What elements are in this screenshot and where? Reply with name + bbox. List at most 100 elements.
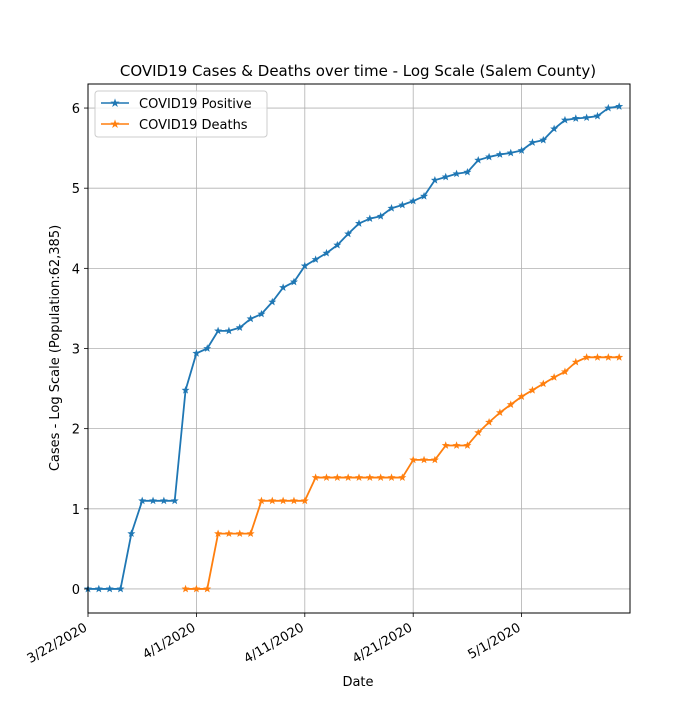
data-point-marker: [127, 529, 136, 538]
data-point-marker: [593, 353, 602, 361]
data-point-marker: [289, 496, 298, 505]
data-point-marker: [279, 283, 288, 291]
data-point-marker: [485, 152, 494, 161]
y-axis-label: Cases - Log Scale (Population:62,385): [48, 225, 63, 471]
data-point-marker: [138, 496, 147, 505]
data-point-marker: [528, 138, 537, 146]
legend-positive-marker: ★: [110, 96, 121, 110]
data-point-marker: [495, 150, 504, 158]
data-point-marker: [268, 496, 277, 505]
data-point-marker: [149, 496, 158, 505]
series-layer: [84, 102, 624, 593]
data-point-marker: [528, 385, 537, 394]
data-point-marker: [333, 240, 342, 249]
data-point-marker: [441, 441, 450, 449]
legend-positive-label: COVID19 Positive: [139, 97, 252, 112]
data-point-marker: [387, 204, 396, 212]
data-point-marker: [420, 455, 429, 464]
data-point-marker: [311, 255, 320, 263]
data-point-marker: [506, 400, 515, 408]
data-point-marker: [539, 135, 548, 144]
data-point-marker: [474, 428, 483, 437]
data-point-marker: [376, 473, 385, 481]
data-point-marker: [246, 529, 255, 538]
data-point-marker: [203, 584, 212, 593]
data-point-marker: [246, 314, 255, 323]
data-point-marker: [365, 473, 374, 481]
data-point-marker: [311, 473, 320, 481]
data-point-marker: [560, 115, 569, 124]
data-point-marker: [571, 357, 580, 366]
y-tick-label: 5: [72, 182, 80, 197]
data-point-marker: [235, 323, 244, 332]
data-point-marker: [517, 146, 526, 154]
data-point-marker: [452, 169, 461, 178]
data-point-marker: [463, 167, 472, 176]
data-point-marker: [571, 114, 580, 122]
data-point-marker: [550, 373, 559, 381]
data-point-marker: [430, 175, 439, 184]
legend-box: [94, 90, 268, 138]
data-point-marker: [214, 326, 223, 335]
data-point-marker: [344, 473, 353, 481]
data-point-marker: [420, 192, 429, 200]
data-point-marker: [409, 196, 418, 205]
data-point-marker: [495, 408, 504, 417]
y-axis-ticks: 0 1 2 3 4 5 6: [72, 102, 88, 598]
data-point-marker: [116, 584, 125, 593]
x-axis-label: Date: [342, 675, 373, 690]
legend: ★ COVID19 Positive ★ COVID19 Deaths: [94, 90, 268, 138]
data-point-marker: [203, 344, 212, 352]
y-tick-label: 2: [72, 423, 80, 438]
y-tick-label: 1: [72, 503, 80, 518]
data-point-marker: [279, 496, 288, 505]
data-point-marker: [398, 200, 407, 209]
y-tick-label: 6: [72, 102, 80, 117]
data-point-marker: [300, 496, 309, 505]
legend-deaths-marker: ★: [110, 117, 121, 131]
data-point-marker: [235, 529, 244, 538]
data-point-marker: [441, 172, 450, 181]
data-point-marker: [322, 248, 331, 257]
data-point-marker: [560, 367, 569, 376]
data-point-marker: [604, 103, 613, 112]
data-point-marker: [105, 584, 114, 593]
data-point-marker: [181, 584, 190, 593]
y-tick-label: 4: [72, 262, 80, 277]
data-point-marker: [387, 473, 396, 481]
data-point-marker: [517, 392, 526, 400]
data-point-marker: [376, 212, 385, 220]
data-point-marker: [224, 326, 233, 335]
data-point-marker: [192, 349, 201, 357]
data-point-marker: [257, 309, 266, 318]
data-point-marker: [94, 584, 103, 593]
data-point-marker: [224, 529, 233, 538]
y-tick-label: 0: [72, 583, 80, 598]
data-point-marker: [344, 229, 353, 238]
data-point-marker: [159, 496, 168, 505]
data-point-marker: [452, 441, 461, 449]
data-point-marker: [409, 455, 418, 464]
data-point-marker: [582, 113, 591, 122]
data-point-marker: [300, 261, 309, 270]
data-point-marker: [355, 219, 363, 227]
data-point-marker: [289, 277, 298, 286]
data-point-marker: [355, 473, 363, 481]
data-point-marker: [214, 529, 223, 538]
data-point-marker: [582, 353, 591, 361]
data-point-marker: [333, 473, 342, 481]
series-deaths: [181, 353, 624, 593]
data-point-marker: [181, 385, 190, 394]
data-point-marker: [268, 297, 277, 306]
data-point-marker: [485, 418, 494, 426]
data-point-marker: [615, 102, 624, 110]
legend-deaths-label: COVID19 Deaths: [139, 118, 248, 133]
data-point-marker: [430, 455, 439, 464]
data-point-marker: [398, 473, 407, 481]
data-point-marker: [322, 473, 331, 481]
y-tick-label: 3: [72, 343, 80, 358]
data-point-marker: [474, 155, 483, 164]
data-point-marker: [593, 111, 602, 120]
